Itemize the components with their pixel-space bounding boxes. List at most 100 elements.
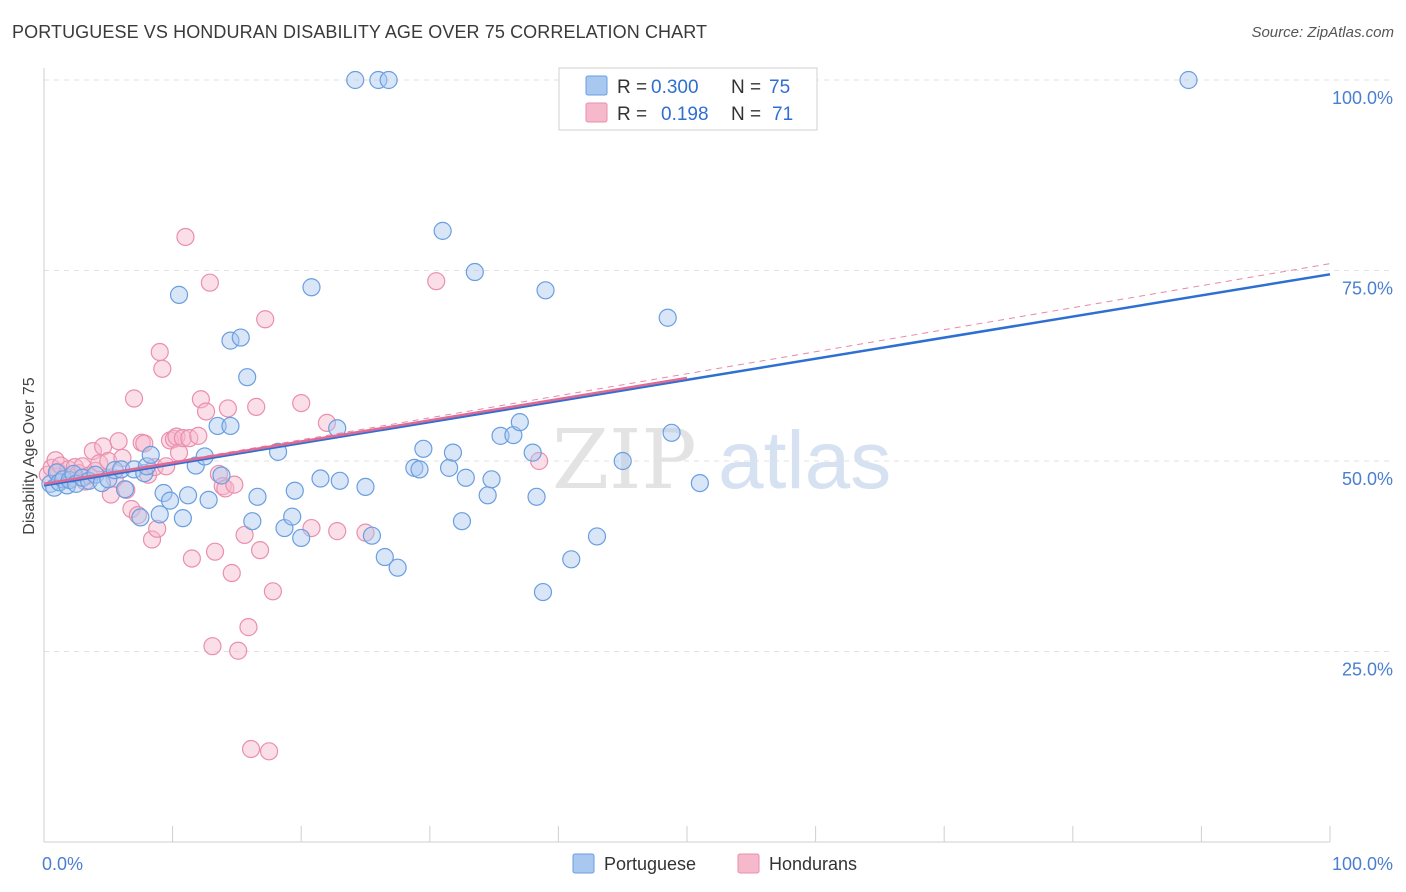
portuguese-point xyxy=(346,70,365,90)
legend-r-label-portuguese: R = xyxy=(617,77,647,98)
hondurans-point xyxy=(222,563,241,583)
portuguese-point xyxy=(154,483,173,503)
hondurans-point xyxy=(99,451,118,471)
x-tick-labels: 0.0% 100.0% xyxy=(42,854,1393,874)
legend: R = 0.300 N = 75 R = 0.198 N = 71 xyxy=(558,67,818,131)
portuguese-point xyxy=(587,527,607,546)
portuguese-point xyxy=(527,487,546,506)
hondurans-trend-extension xyxy=(43,263,1331,485)
y-tick-label: 25.0% xyxy=(1342,660,1393,680)
portuguese-point xyxy=(302,278,321,297)
portuguese-point xyxy=(452,512,472,531)
hondurans-point xyxy=(427,272,446,291)
legend-n-label-portuguese: N = xyxy=(731,77,761,98)
y-axis-label: Disability Age Over 75 xyxy=(21,377,38,535)
hondurans-point xyxy=(218,399,237,418)
hondurans-trend-line xyxy=(43,376,688,486)
hondurans-point xyxy=(150,342,169,362)
portuguese-point xyxy=(115,480,135,499)
hondurans-point xyxy=(173,429,192,448)
portuguese-point xyxy=(131,508,150,527)
hondurans-point xyxy=(292,393,311,413)
bottom-legend-portuguese: Portuguese xyxy=(604,854,696,874)
portuguese-point xyxy=(478,486,497,505)
portuguese-point xyxy=(658,308,677,327)
portuguese-point xyxy=(613,451,632,471)
bottom-legend-swatch-portuguese xyxy=(572,853,595,874)
portuguese-point xyxy=(169,285,189,304)
bottom-legend: Portuguese Hondurans xyxy=(572,853,857,874)
portuguese-points xyxy=(41,70,1198,602)
portuguese-point xyxy=(330,471,349,490)
source-credit: Source: ZipAtlas.com xyxy=(1251,24,1394,41)
portuguese-point xyxy=(410,460,429,479)
portuguese-point xyxy=(178,486,198,505)
x-tick-label: 0.0% xyxy=(42,854,83,874)
portuguese-point xyxy=(414,439,433,458)
hondurans-point xyxy=(263,582,283,601)
portuguese-point xyxy=(160,491,180,510)
hondurans-point xyxy=(124,389,144,408)
hondurans-point xyxy=(135,434,154,453)
portuguese-point xyxy=(243,512,262,531)
portuguese-point xyxy=(482,470,501,489)
portuguese-point xyxy=(369,70,388,90)
portuguese-point xyxy=(1179,70,1198,90)
portuguese-point xyxy=(388,558,407,577)
portuguese-point xyxy=(141,445,160,465)
legend-swatch-hondurans xyxy=(585,102,608,123)
portuguese-point xyxy=(433,221,452,240)
hondurans-point xyxy=(196,402,216,421)
portuguese-point xyxy=(362,526,382,545)
axes xyxy=(43,68,1331,843)
portuguese-point xyxy=(283,507,302,526)
hondurans-point xyxy=(128,506,147,525)
hondurans-point xyxy=(109,432,128,451)
bottom-legend-hondurans: Hondurans xyxy=(769,854,857,874)
watermark: ZIP atlas xyxy=(552,413,891,508)
legend-r-value-hondurans: 0.198 xyxy=(661,104,709,125)
portuguese-point xyxy=(533,582,553,602)
portuguese-point xyxy=(221,416,240,436)
portuguese-point xyxy=(510,413,529,432)
gridlines xyxy=(44,79,1392,652)
portuguese-point xyxy=(208,416,227,436)
portuguese-point xyxy=(311,469,330,488)
hondurans-point xyxy=(182,549,201,568)
hondurans-point xyxy=(256,310,275,329)
hondurans-point xyxy=(247,397,266,416)
portuguese-point xyxy=(456,468,475,487)
x-tick-label: 100.0% xyxy=(1332,854,1393,874)
hondurans-point xyxy=(153,359,172,378)
legend-n-value-portuguese: 75 xyxy=(769,77,790,98)
portuguese-point xyxy=(231,328,250,347)
y-tick-label: 100.0% xyxy=(1332,88,1393,108)
hondurans-point xyxy=(250,541,270,560)
portuguese-point xyxy=(221,331,240,350)
portuguese-point xyxy=(212,466,231,485)
portuguese-point xyxy=(439,458,459,477)
hondurans-point xyxy=(117,480,136,500)
portuguese-point xyxy=(443,443,463,462)
hondurans-point xyxy=(176,227,195,247)
hondurans-point xyxy=(229,641,248,660)
hondurans-point xyxy=(189,426,208,445)
hondurans-point xyxy=(241,739,261,759)
hondurans-point xyxy=(225,475,244,494)
legend-r-label-hondurans: R = xyxy=(617,104,647,125)
legend-r-value-portuguese: 0.300 xyxy=(651,77,699,98)
legend-swatch-portuguese xyxy=(585,75,608,96)
portuguese-point xyxy=(356,477,375,497)
hondurans-points xyxy=(38,227,549,761)
hondurans-point xyxy=(239,618,258,637)
hondurans-point xyxy=(203,637,222,656)
trend-lines xyxy=(43,263,1331,487)
portuguese-point xyxy=(690,473,709,493)
hondurans-point xyxy=(328,522,347,541)
hondurans-point xyxy=(148,519,167,538)
portuguese-point xyxy=(199,490,218,509)
hondurans-point xyxy=(259,742,279,761)
portuguese-point xyxy=(285,481,304,500)
portuguese-point xyxy=(248,487,267,506)
